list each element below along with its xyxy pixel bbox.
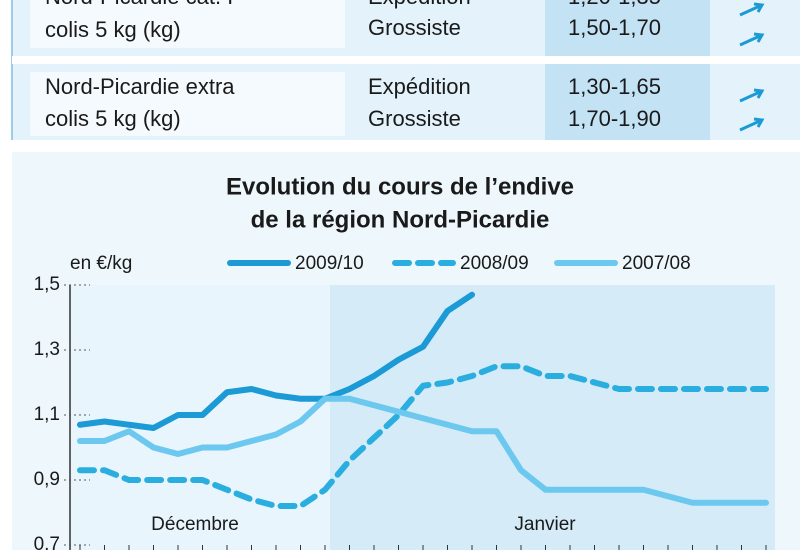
chart-title: Evolution du cours de l’endive <box>226 173 574 200</box>
y-tick-label: 0,7 <box>34 534 60 550</box>
price: 1,50-1,70 <box>568 15 661 40</box>
series-line <box>77 291 475 431</box>
legend-label: 2008/09 <box>460 253 529 274</box>
y-tick-label: 1,1 <box>34 404 60 425</box>
legend-label: 2009/10 <box>295 253 364 274</box>
market: Expédition <box>368 74 471 99</box>
y-tick-label: 1,3 <box>34 339 60 360</box>
month-label: Décembre <box>151 514 239 535</box>
market: Grossiste <box>368 15 461 40</box>
region-january <box>330 285 775 550</box>
product: colis 5 kg (kg) <box>45 106 181 131</box>
trend-arrows <box>739 2 765 132</box>
y-tick-label: 0,9 <box>34 469 60 490</box>
market: Expédition <box>368 0 471 9</box>
y-tick-label: 1,5 <box>34 274 60 295</box>
cell <box>30 72 345 136</box>
series-line <box>77 363 769 509</box>
cell <box>30 0 345 48</box>
product: Nord-Picardie cat. I <box>45 0 233 9</box>
product: colis 5 kg (kg) <box>45 17 181 42</box>
y-axis-label: en €/kg <box>70 253 132 274</box>
row-gap <box>12 56 800 64</box>
price: 1,30-1,65 <box>568 74 661 99</box>
price: 1,70-1,90 <box>568 106 661 131</box>
month-label: Janvier <box>514 514 576 535</box>
product: Nord-Picardie extra <box>45 74 235 99</box>
price-column <box>545 0 710 140</box>
chart-title: de la région Nord-Picardie <box>251 206 550 233</box>
series-line <box>77 395 769 506</box>
price: 1,20-1,35 <box>568 0 661 9</box>
legend-label: 2007/08 <box>622 253 691 274</box>
market: Grossiste <box>368 106 461 131</box>
